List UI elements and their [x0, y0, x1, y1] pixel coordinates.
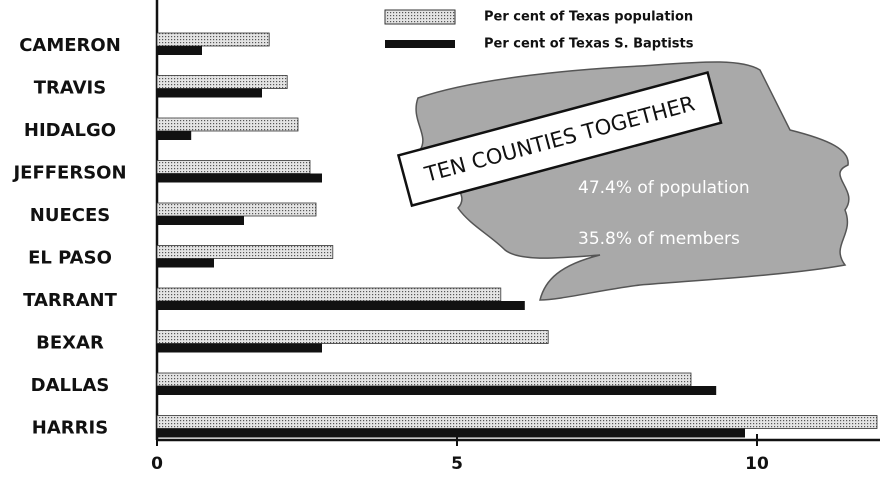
bar — [156, 330, 549, 344]
y-tick-label: HARRIS — [32, 418, 108, 439]
x-tick-label: 10 — [745, 454, 769, 474]
y-tick-label: TRAVIS — [34, 78, 106, 99]
bar — [156, 75, 288, 89]
x-tick-label: 0 — [151, 454, 163, 474]
bar — [156, 415, 878, 429]
y-tick-label: BEXAR — [36, 333, 104, 354]
bar — [157, 173, 322, 183]
y-tick-label: JEFFERSON — [11, 163, 126, 184]
bar — [157, 88, 262, 98]
x-tick-label: 5 — [451, 454, 463, 474]
bar — [157, 343, 322, 353]
bar — [156, 202, 317, 217]
legend-swatch — [385, 40, 455, 48]
bar — [156, 372, 692, 387]
bar — [157, 428, 745, 438]
bar — [157, 258, 214, 268]
bar — [156, 117, 299, 132]
legend-swatch — [384, 9, 456, 25]
bar — [157, 46, 202, 55]
y-tick-label: HIDALGO — [24, 120, 116, 141]
y-tick-label: EL PASO — [28, 248, 112, 269]
annotation: 35.8% of members — [578, 229, 740, 249]
bar — [157, 301, 525, 310]
bar — [156, 32, 270, 47]
bar — [157, 131, 192, 140]
bar — [157, 386, 717, 395]
bar — [156, 160, 311, 174]
legend-label: Per cent of Texas S. Baptists — [484, 37, 694, 52]
bar — [156, 245, 334, 259]
y-tick-label: DALLAS — [31, 375, 110, 396]
y-tick-label: CAMERON — [19, 35, 121, 56]
y-tick-label: NUECES — [30, 205, 110, 226]
legend-label: Per cent of Texas population — [484, 10, 693, 25]
annotation-box — [396, 70, 723, 208]
y-tick-label: TARRANT — [23, 290, 118, 311]
bar — [157, 216, 244, 225]
bar — [156, 287, 502, 302]
annotation: 47.4% of population — [578, 178, 750, 198]
